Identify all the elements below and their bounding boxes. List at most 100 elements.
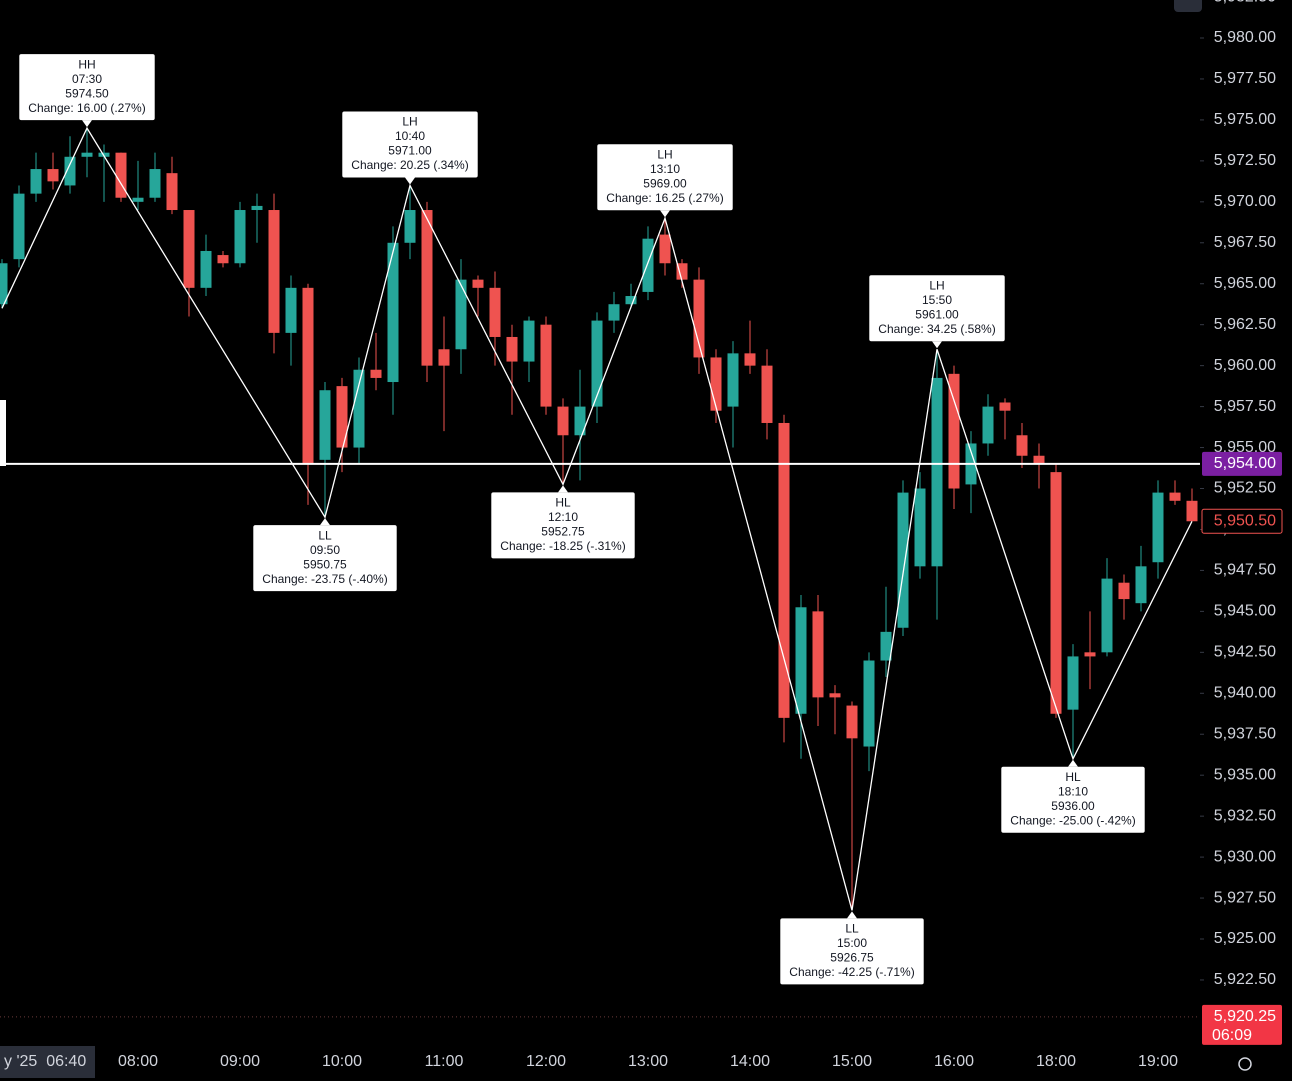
pivot-box [597, 144, 733, 211]
pivot-change: Change: -42.25 (-.71%) [789, 965, 914, 979]
candle-body [659, 234, 671, 264]
candle-body [30, 169, 42, 194]
crosshair-time-box [0, 1046, 95, 1078]
candle-body [1135, 566, 1147, 604]
candle-body [625, 296, 637, 305]
candle-body [438, 349, 450, 366]
candle-body [1050, 472, 1062, 714]
x-tick-label: 19:00 [1138, 1053, 1178, 1070]
candle-body [234, 210, 246, 264]
pivot-pointer [320, 518, 330, 526]
candle-body [421, 210, 433, 366]
candle-body [251, 205, 263, 211]
pivot-time: 15:00 [837, 936, 867, 950]
price-badge-label: 5,950.50 [1214, 512, 1276, 529]
candle-body [302, 287, 314, 464]
candle-body [523, 320, 535, 362]
info-button[interactable] [1174, 0, 1202, 12]
pivot-label: HL [1065, 770, 1081, 784]
pivot-time: 15:50 [922, 293, 952, 307]
candle-body [200, 250, 212, 288]
y-tick-label: 5,972.50 [1214, 152, 1276, 169]
y-tick-label: 5,982.50 [1214, 0, 1276, 5]
candle-body [132, 197, 144, 202]
zigzag-line [1, 126, 1193, 911]
x-tick-label: 08:00 [118, 1053, 158, 1070]
candle-body [353, 369, 365, 448]
pivot-change: Change: 20.25 (.34%) [351, 158, 468, 172]
pivot-label: LL [318, 528, 332, 542]
candle-body [608, 304, 620, 321]
price-badge-label: 5,920.25 [1214, 1008, 1276, 1025]
candle-body [574, 406, 586, 436]
candle-body [489, 287, 501, 337]
candle-body [829, 693, 841, 698]
candle-body [1067, 656, 1079, 710]
x-tick-label: 15:00 [832, 1053, 872, 1070]
pivot-pointer [1068, 759, 1078, 767]
candle-body [727, 353, 739, 407]
pivot-label: HL [555, 496, 571, 510]
candle-body [761, 365, 773, 423]
candle-body [472, 279, 484, 288]
y-tick-label: 5,975.00 [1214, 111, 1276, 128]
candle-body [81, 152, 93, 157]
pivot-change: Change: -23.75 (-.40%) [262, 572, 387, 586]
candle-body [1186, 500, 1198, 522]
pivot-box [780, 918, 924, 985]
pivot-change: Change: -18.25 (-.31%) [500, 539, 625, 553]
candle-body [506, 336, 518, 362]
y-tick-label: 5,930.00 [1214, 848, 1276, 865]
pivot-time: 07:30 [72, 72, 102, 86]
price-badge-label: 5,954.00 [1214, 455, 1276, 472]
candle-body [948, 373, 960, 489]
candle-body [557, 406, 569, 436]
y-tick-label: 5,970.00 [1214, 193, 1276, 210]
candle-body [387, 242, 399, 383]
candle-body [642, 238, 654, 292]
price-badge [1201, 508, 1283, 534]
candle-body [778, 422, 790, 718]
pivot-label: LH [929, 278, 944, 292]
pivot-price-label: 5926.75 [830, 951, 874, 965]
pivot-label: LL [845, 922, 859, 936]
y-tick-label: 5,937.50 [1214, 725, 1276, 742]
x-tick-label: 13:00 [628, 1053, 668, 1070]
y-tick-label: 5,960.00 [1214, 357, 1276, 374]
x-tick-label: 16:00 [934, 1053, 974, 1070]
candle-body [1016, 435, 1028, 456]
settings-icon[interactable] [1238, 1057, 1252, 1071]
y-tick-label: 5,977.50 [1214, 70, 1276, 87]
y-tick-label: 5,945.00 [1214, 603, 1276, 620]
candle-body [914, 488, 926, 567]
candle-body [846, 705, 858, 739]
candle-body [13, 193, 25, 260]
candle-body [1169, 492, 1181, 501]
candle-body [931, 377, 943, 567]
pivot-box [342, 111, 478, 178]
pivot-box [1001, 766, 1145, 833]
pivot-price-label: 5961.00 [915, 307, 959, 321]
candle-body [744, 353, 756, 366]
x-tick-label: 14:00 [730, 1053, 770, 1070]
candle-body [1118, 582, 1130, 600]
pivot-price-label: 5952.75 [541, 525, 585, 539]
pivot-label: HH [78, 57, 95, 71]
pivot-pointer [558, 485, 568, 493]
candle-body [591, 320, 603, 407]
pivot-price-label: 5936.00 [1051, 799, 1095, 813]
y-tick-label: 5,925.00 [1214, 930, 1276, 947]
pivot-time: 18:10 [1058, 784, 1088, 798]
y-tick-label: 5,922.50 [1214, 971, 1276, 988]
y-tick-label: 5,942.50 [1214, 644, 1276, 661]
candle-body [897, 492, 909, 628]
y-tick-label: 5,962.50 [1214, 316, 1276, 333]
candle-body [217, 255, 229, 264]
pivot-price-label: 5974.50 [65, 86, 109, 100]
pivot-pointer [660, 210, 670, 218]
pivot-label: LH [402, 115, 417, 129]
candle-body [863, 660, 875, 747]
y-tick-label: 5,967.50 [1214, 234, 1276, 251]
